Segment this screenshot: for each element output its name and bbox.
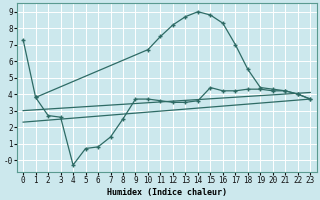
X-axis label: Humidex (Indice chaleur): Humidex (Indice chaleur) [107, 188, 227, 197]
